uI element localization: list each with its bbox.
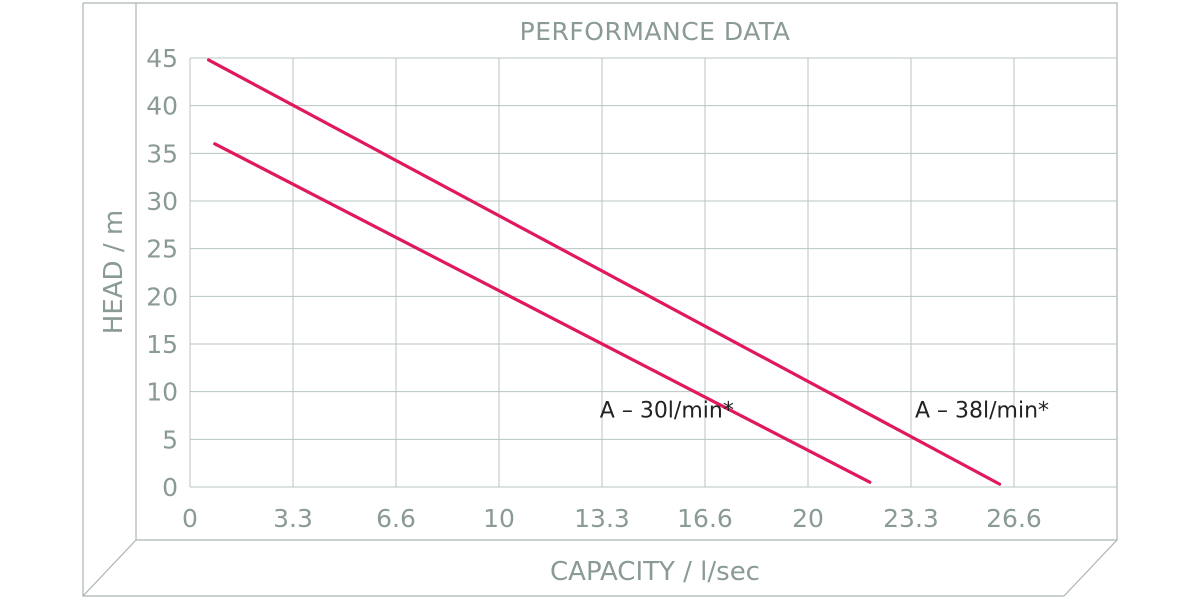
y-tick-label: 30 [146,187,178,216]
y-tick-label: 15 [146,330,178,359]
y-tick-label: 40 [146,92,178,121]
series-label-1: A – 30l/min* [600,398,734,423]
x-tick-label: 3.3 [273,504,313,533]
chart-frame [82,2,1118,597]
frame-bottom-depth [82,539,137,597]
x-tick-label: 23.3 [883,504,939,533]
x-tick-label: 13.3 [574,504,630,533]
y-tick-labels: 0 5 10 15 20 25 30 35 40 45 [146,44,178,502]
grid [189,57,1117,488]
y-tick-label: 0 [162,473,178,502]
y-tick-label: 5 [162,425,178,454]
y-tick-label: 20 [146,282,178,311]
x-tick-label: 26.6 [986,504,1042,533]
y-tick-label: 45 [146,44,178,73]
series-line-1 [213,142,872,484]
x-tick-label: 16.6 [677,504,733,533]
series-line-2 [206,58,1002,486]
y-axis-title: HEAD / m [99,210,129,334]
x-tick-labels: 0 3.3 6.6 10 13.3 16.6 20 23.3 26.6 [182,504,1042,533]
series-labels: A – 30l/min* A – 38l/min* [600,398,1049,423]
frame-back [135,2,1118,541]
x-tick-label: 0 [182,504,198,533]
y-tick-label: 10 [146,378,178,407]
series-label-2: A – 38l/min* [915,398,1049,423]
x-tick-label: 6.6 [376,504,416,533]
x-axis-title: CAPACITY / l/sec [550,557,760,587]
frame-right-depth [1063,539,1118,597]
y-tick-label: 35 [146,139,178,168]
series-lines [206,58,1002,486]
y-tick-label: 25 [146,235,178,264]
x-tick-label: 10 [483,504,515,533]
chart-title: PERFORMANCE DATA [520,17,791,46]
x-tick-label: 20 [792,504,824,533]
